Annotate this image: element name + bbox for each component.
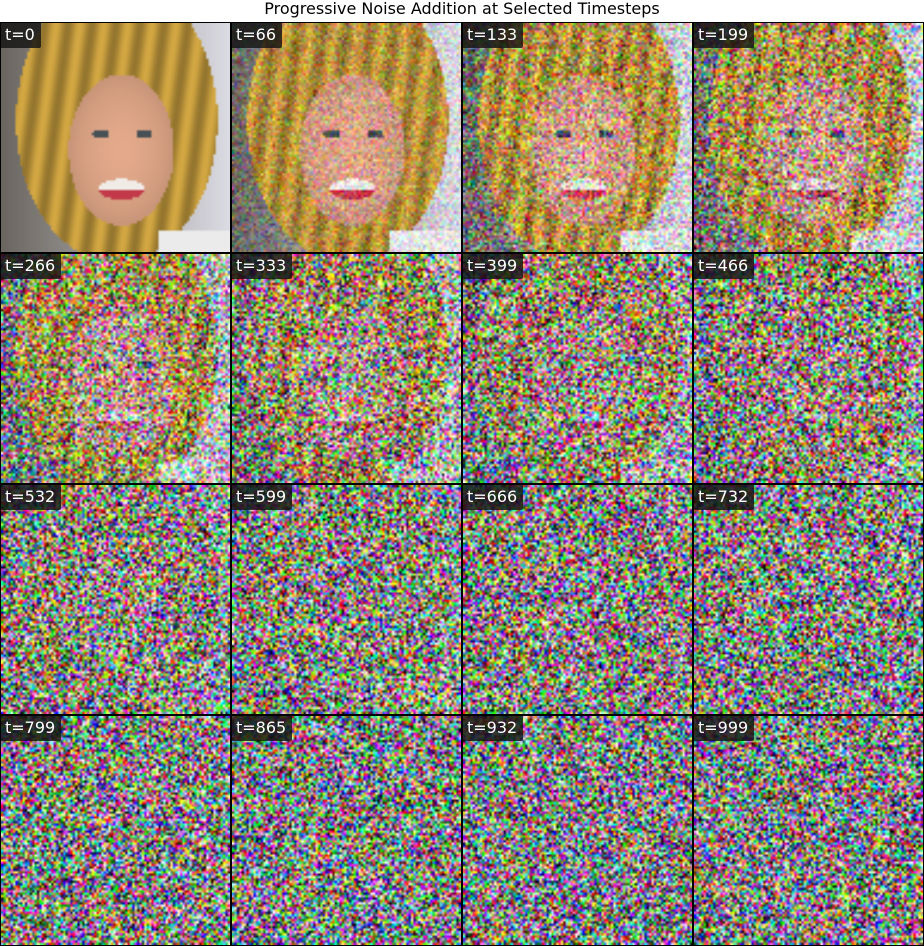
timestep-panel: t=66	[231, 22, 462, 253]
noisy-image	[463, 254, 692, 483]
timestep-panel: t=932	[462, 715, 693, 946]
timestep-panel: t=266	[0, 253, 231, 484]
timestep-label: t=0	[1, 23, 41, 48]
timestep-label: t=333	[232, 254, 293, 279]
figure-title: Progressive Noise Addition at Selected T…	[264, 0, 660, 18]
noisy-image	[1, 716, 230, 945]
timestep-label: t=266	[1, 254, 62, 279]
timestep-label: t=532	[1, 485, 62, 510]
timestep-panel: t=599	[231, 484, 462, 715]
timestep-panel: t=199	[693, 22, 924, 253]
noisy-image	[232, 254, 461, 483]
timestep-label: t=466	[694, 254, 755, 279]
noisy-image	[232, 485, 461, 714]
timestep-panel: t=133	[462, 22, 693, 253]
timestep-panel: t=466	[693, 253, 924, 484]
timestep-label: t=865	[232, 716, 293, 741]
noisy-image	[232, 716, 461, 945]
timestep-label: t=999	[694, 716, 755, 741]
noisy-image	[694, 485, 923, 714]
timestep-label: t=932	[463, 716, 524, 741]
timestep-label: t=666	[463, 485, 524, 510]
timestep-panel: t=399	[462, 253, 693, 484]
noisy-image	[1, 485, 230, 714]
timestep-label: t=732	[694, 485, 755, 510]
timestep-panel: t=532	[0, 484, 231, 715]
timestep-label: t=599	[232, 485, 293, 510]
noisy-image	[694, 23, 923, 252]
noisy-image	[694, 716, 923, 945]
timestep-panel: t=865	[231, 715, 462, 946]
timestep-label: t=133	[463, 23, 524, 48]
timestep-panel: t=999	[693, 715, 924, 946]
timestep-label: t=399	[463, 254, 524, 279]
noisy-image	[1, 23, 230, 252]
timestep-panel: t=666	[462, 484, 693, 715]
timestep-panel: t=799	[0, 715, 231, 946]
timestep-label: t=799	[1, 716, 62, 741]
timestep-panel: t=0	[0, 22, 231, 253]
noisy-image	[463, 485, 692, 714]
timestep-image-grid: t=0 t=66 t=133 t=199 t=266 t=333 t=399 t=466 t=5…	[0, 22, 924, 946]
timestep-label: t=66	[232, 23, 283, 48]
noisy-image	[463, 23, 692, 252]
timestep-panel: t=732	[693, 484, 924, 715]
noisy-image	[1, 254, 230, 483]
timestep-label: t=199	[694, 23, 755, 48]
noisy-image	[463, 716, 692, 945]
noisy-image	[232, 23, 461, 252]
timestep-panel: t=333	[231, 253, 462, 484]
noisy-image	[694, 254, 923, 483]
